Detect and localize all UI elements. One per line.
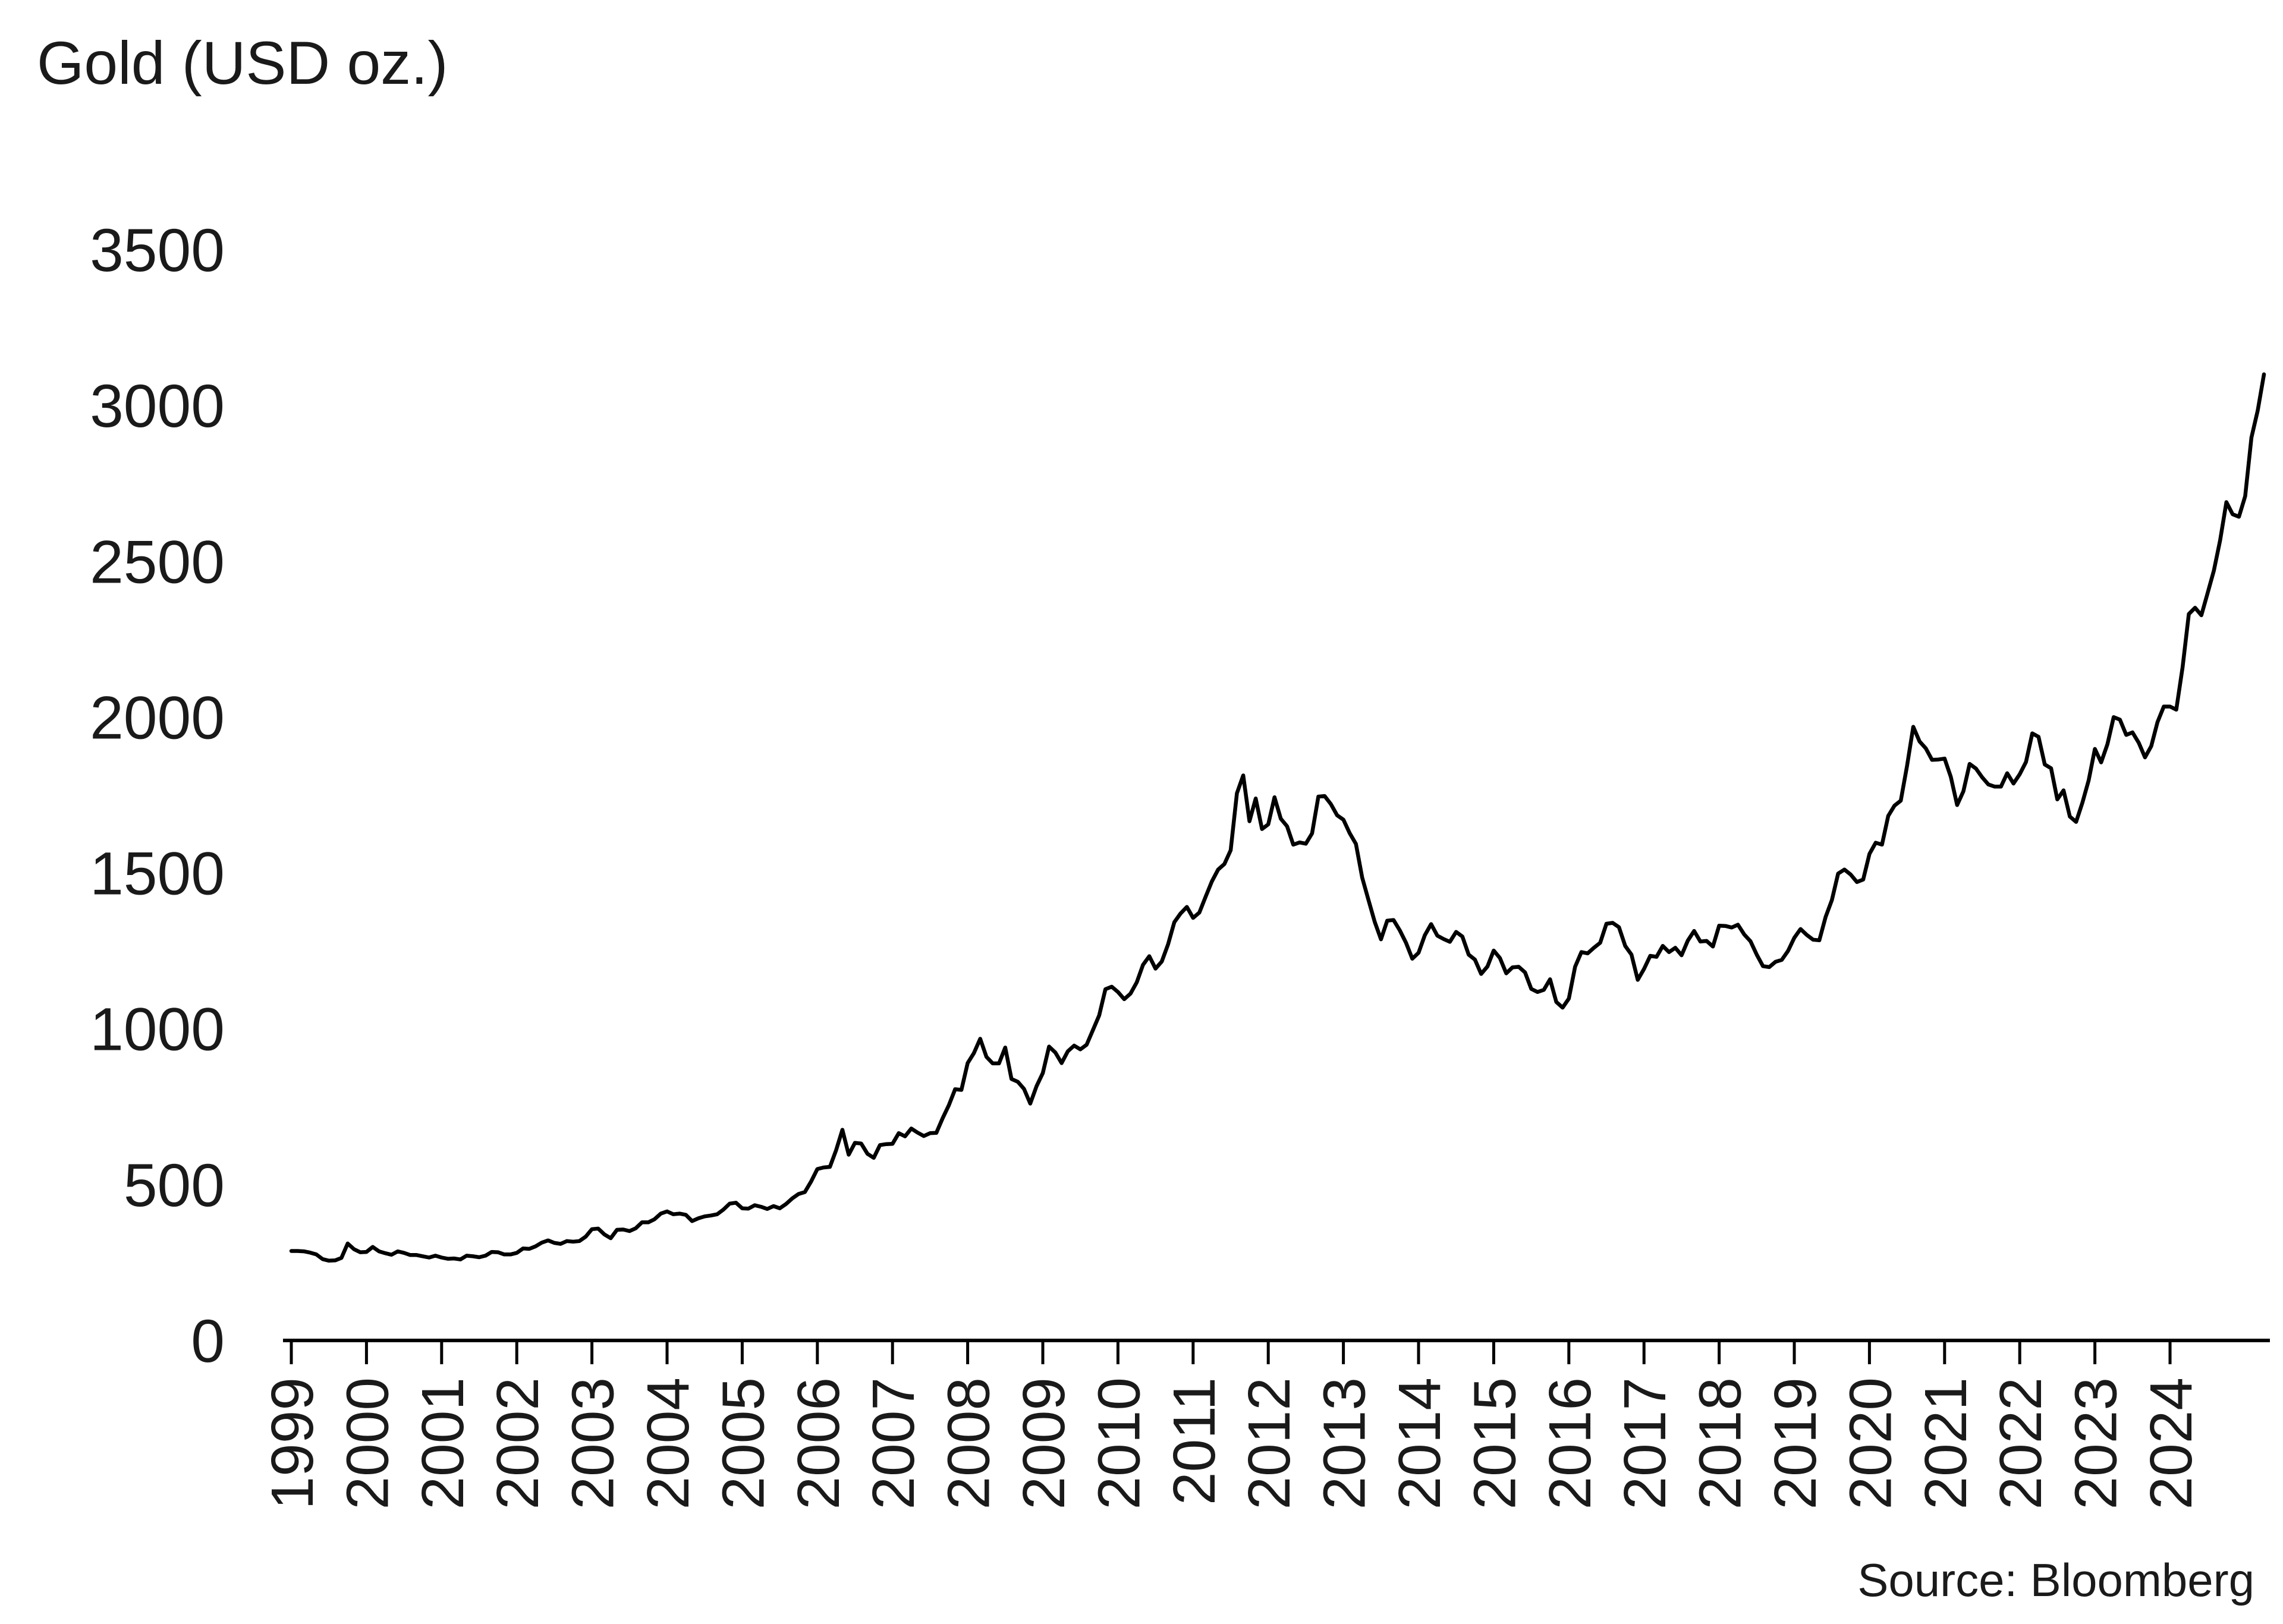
x-tick-label: 2007	[860, 1377, 927, 1509]
x-tick-label: 2004	[635, 1377, 702, 1509]
x-tick-label: 2022	[1988, 1377, 2054, 1509]
y-tick-label: 3000	[90, 372, 225, 440]
source-label: Source: Bloomberg	[1857, 1554, 2254, 1606]
x-tick-label: 2023	[2063, 1377, 2130, 1509]
y-tick-label: 2000	[90, 684, 225, 751]
x-tick-label: 2002	[485, 1377, 551, 1509]
y-tick-label: 1500	[90, 840, 225, 908]
x-tick-label: 2008	[936, 1377, 1002, 1509]
y-tick-label: 500	[124, 1151, 225, 1219]
y-tick-label: 1000	[90, 996, 225, 1063]
x-tick-label: 2009	[1011, 1377, 1077, 1509]
gold-price-line	[289, 372, 2266, 1263]
x-tick-label: 2013	[1312, 1377, 1378, 1509]
y-tick-label: 3500	[90, 216, 225, 284]
x-tick-label: 2018	[1687, 1377, 1754, 1509]
x-tick-label: 2003	[560, 1377, 627, 1509]
y-tick-label: 2500	[90, 528, 225, 596]
x-tick-label: 2014	[1386, 1377, 1453, 1509]
x-tick-label: 2019	[1762, 1377, 1829, 1509]
x-tick-label: 2005	[710, 1377, 776, 1509]
chart-title: Gold (USD oz.)	[37, 29, 448, 97]
x-tick-label: 2021	[1913, 1377, 1979, 1509]
x-tick-label: 2020	[1837, 1377, 1904, 1509]
x-tick-label: 2015	[1461, 1377, 1528, 1509]
x-tick-label: 2016	[1537, 1377, 1603, 1509]
x-tick-label: 2017	[1612, 1377, 1678, 1509]
x-tick-label: 2001	[410, 1377, 476, 1509]
x-tick-label: 1999	[259, 1377, 326, 1509]
y-tick-label: 0	[191, 1307, 225, 1375]
x-tick-label: 2000	[334, 1377, 401, 1509]
x-tick-label: 2024	[2138, 1377, 2205, 1509]
x-tick-label: 2006	[785, 1377, 852, 1509]
x-tick-label: 2012	[1236, 1377, 1303, 1509]
x-tick-label: 2010	[1086, 1377, 1152, 1509]
x-tick-label: 2011	[1161, 1377, 1228, 1505]
